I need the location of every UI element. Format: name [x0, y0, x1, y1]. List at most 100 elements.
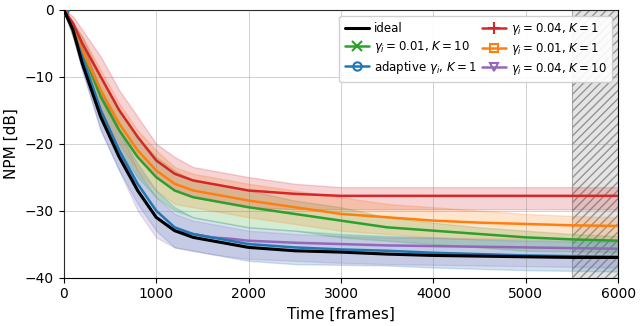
adaptive $\gamma_i$, $K = 1$: [476, 252, 483, 256]
Y-axis label: NPM [dB]: NPM [dB]: [4, 108, 19, 179]
$\gamma_i = 0.04$, $K = 10$: [291, 241, 299, 245]
$\gamma_i = 0.01$, $K = 1$: [152, 169, 160, 172]
ideal: [134, 188, 141, 192]
ideal: [69, 28, 77, 32]
adaptive $\gamma_i$, $K = 1$: [134, 182, 141, 186]
Legend: ideal, $\gamma_i = 0.01$, $K = 10$, adaptive $\gamma_i$, $K = 1$, $\gamma_i = 0.: ideal, $\gamma_i = 0.01$, $K = 10$, adap…: [339, 16, 612, 82]
adaptive $\gamma_i$, $K = 1$: [614, 255, 622, 259]
$\gamma_i = 0.01$, $K = 10$: [226, 202, 234, 206]
ideal: [476, 254, 483, 258]
$\gamma_i = 0.04$, $K = 1$: [429, 194, 437, 198]
$\gamma_i = 0.04$, $K = 10$: [383, 244, 391, 247]
$\gamma_i = 0.04$, $K = 1$: [476, 194, 483, 198]
Line: $\gamma_i = 0.01$, $K = 10$: $\gamma_i = 0.01$, $K = 10$: [59, 5, 623, 245]
$\gamma_i = 0.04$, $K = 1$: [78, 41, 86, 45]
$\gamma_i = 0.04$, $K = 1$: [291, 192, 299, 196]
$\gamma_i = 0.04$, $K = 1$: [134, 135, 141, 139]
$\gamma_i = 0.01$, $K = 1$: [429, 219, 437, 223]
adaptive $\gamma_i$, $K = 1$: [78, 54, 86, 58]
ideal: [115, 155, 123, 159]
ideal: [208, 239, 216, 243]
$\gamma_i = 0.04$, $K = 1$: [383, 194, 391, 198]
$\gamma_i = 0.01$, $K = 1$: [383, 215, 391, 219]
$\gamma_i = 0.04$, $K = 10$: [568, 246, 576, 250]
Line: adaptive $\gamma_i$, $K = 1$: adaptive $\gamma_i$, $K = 1$: [60, 6, 623, 261]
$\gamma_i = 0.01$, $K = 1$: [189, 188, 197, 192]
$\gamma_i = 0.04$, $K = 10$: [115, 148, 123, 152]
ideal: [429, 254, 437, 258]
adaptive $\gamma_i$, $K = 1$: [171, 225, 179, 229]
$\gamma_i = 0.01$, $K = 1$: [60, 8, 68, 12]
adaptive $\gamma_i$, $K = 1$: [115, 148, 123, 152]
Bar: [572, 10, 618, 277]
ideal: [152, 215, 160, 219]
$\gamma_i = 0.01$, $K = 10$: [383, 225, 391, 229]
$\gamma_i = 0.01$, $K = 1$: [78, 48, 86, 52]
$\gamma_i = 0.04$, $K = 1$: [614, 194, 622, 198]
$\gamma_i = 0.01$, $K = 10$: [152, 175, 160, 179]
$\gamma_i = 0.04$, $K = 10$: [189, 232, 197, 236]
adaptive $\gamma_i$, $K = 1$: [208, 235, 216, 239]
ideal: [244, 245, 252, 249]
$\gamma_i = 0.04$, $K = 1$: [244, 188, 252, 192]
$\gamma_i = 0.04$, $K = 10$: [152, 215, 160, 219]
$\gamma_i = 0.01$, $K = 10$: [134, 155, 141, 159]
ideal: [337, 250, 345, 254]
$\gamma_i = 0.04$, $K = 1$: [522, 194, 530, 198]
ideal: [226, 242, 234, 246]
$\gamma_i = 0.04$, $K = 10$: [226, 237, 234, 241]
$\gamma_i = 0.04$, $K = 10$: [429, 244, 437, 248]
ideal: [60, 8, 68, 12]
$\gamma_i = 0.01$, $K = 1$: [244, 199, 252, 202]
adaptive $\gamma_i$, $K = 1$: [383, 249, 391, 253]
adaptive $\gamma_i$, $K = 1$: [522, 254, 530, 258]
$\gamma_i = 0.04$, $K = 10$: [208, 235, 216, 239]
$\gamma_i = 0.04$, $K = 1$: [208, 182, 216, 186]
$\gamma_i = 0.04$, $K = 1$: [337, 194, 345, 198]
$\gamma_i = 0.01$, $K = 10$: [97, 95, 104, 99]
$\gamma_i = 0.04$, $K = 10$: [134, 188, 141, 192]
ideal: [614, 256, 622, 259]
$\gamma_i = 0.01$, $K = 10$: [115, 128, 123, 132]
adaptive $\gamma_i$, $K = 1$: [60, 8, 68, 12]
adaptive $\gamma_i$, $K = 1$: [291, 245, 299, 249]
ideal: [171, 229, 179, 233]
$\gamma_i = 0.04$, $K = 1$: [115, 108, 123, 112]
$\gamma_i = 0.04$, $K = 10$: [337, 242, 345, 246]
$\gamma_i = 0.04$, $K = 10$: [78, 54, 86, 58]
$\gamma_i = 0.04$, $K = 10$: [69, 28, 77, 32]
$\gamma_i = 0.01$, $K = 1$: [291, 205, 299, 209]
$\gamma_i = 0.01$, $K = 1$: [134, 148, 141, 152]
$\gamma_i = 0.04$, $K = 10$: [97, 108, 104, 112]
Line: $\gamma_i = 0.04$, $K = 10$: $\gamma_i = 0.04$, $K = 10$: [60, 6, 623, 253]
$\gamma_i = 0.04$, $K = 10$: [60, 8, 68, 12]
$\gamma_i = 0.04$, $K = 10$: [522, 245, 530, 249]
ideal: [383, 252, 391, 256]
$\gamma_i = 0.01$, $K = 1$: [226, 195, 234, 199]
$\gamma_i = 0.01$, $K = 1$: [476, 221, 483, 225]
$\gamma_i = 0.04$, $K = 1$: [171, 172, 179, 176]
$\gamma_i = 0.04$, $K = 10$: [476, 245, 483, 249]
adaptive $\gamma_i$, $K = 1$: [97, 108, 104, 112]
$\gamma_i = 0.04$, $K = 10$: [614, 247, 622, 251]
$\gamma_i = 0.04$, $K = 1$: [152, 158, 160, 162]
adaptive $\gamma_i$, $K = 1$: [226, 239, 234, 243]
$\gamma_i = 0.01$, $K = 10$: [208, 199, 216, 202]
$\gamma_i = 0.01$, $K = 10$: [337, 219, 345, 223]
$\gamma_i = 0.04$, $K = 10$: [244, 239, 252, 243]
$\gamma_i = 0.01$, $K = 1$: [568, 223, 576, 227]
$\gamma_i = 0.01$, $K = 10$: [614, 239, 622, 243]
$\gamma_i = 0.01$, $K = 1$: [171, 182, 179, 186]
$\gamma_i = 0.01$, $K = 1$: [69, 28, 77, 32]
$\gamma_i = 0.01$, $K = 1$: [522, 222, 530, 226]
X-axis label: Time [frames]: Time [frames]: [287, 307, 395, 322]
adaptive $\gamma_i$, $K = 1$: [152, 209, 160, 213]
$\gamma_i = 0.04$, $K = 1$: [226, 185, 234, 189]
ideal: [189, 235, 197, 239]
$\gamma_i = 0.01$, $K = 10$: [244, 205, 252, 209]
adaptive $\gamma_i$, $K = 1$: [429, 251, 437, 255]
Line: $\gamma_i = 0.04$, $K = 1$: $\gamma_i = 0.04$, $K = 1$: [58, 4, 624, 201]
ideal: [568, 256, 576, 259]
$\gamma_i = 0.01$, $K = 1$: [115, 122, 123, 126]
$\gamma_i = 0.01$, $K = 10$: [568, 237, 576, 241]
